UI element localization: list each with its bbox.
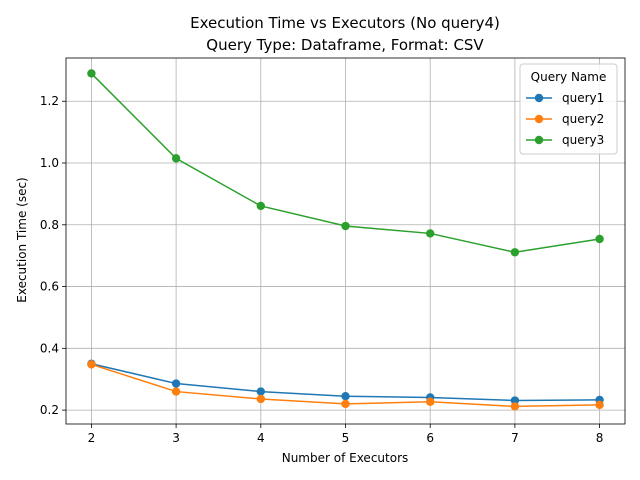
legend-swatch-marker — [534, 114, 544, 124]
x-tick-label: 4 — [257, 431, 265, 445]
axes — [62, 57, 626, 428]
data-point-query3 — [595, 234, 604, 244]
data-point-query3 — [341, 221, 350, 231]
legend-label: query1 — [562, 91, 604, 105]
data-point-query2 — [425, 397, 435, 406]
x-tick-label: 7 — [511, 431, 519, 445]
y-tick-label: 0.6 — [40, 280, 59, 294]
data-point-query3 — [510, 248, 520, 257]
data-point-query3 — [171, 154, 181, 163]
legend-box — [519, 63, 618, 155]
data-point-query2 — [171, 387, 181, 396]
data-point-query1 — [341, 392, 350, 401]
data-point-query2 — [510, 402, 520, 411]
chart-title: Execution Time vs Executors (No query4) — [190, 14, 500, 32]
tick-labels: 2 3 4 5 6 7 8 0.2 0.4 0.6 0.8 1.0 1.2 — [40, 94, 604, 445]
data-point-query2 — [341, 399, 350, 409]
y-tick-label: 0.2 — [40, 403, 59, 417]
data-point-query3 — [425, 229, 435, 238]
y-tick-label: 0.4 — [40, 341, 59, 355]
legend-label: query3 — [562, 133, 604, 147]
y-tick-label: 0.8 — [40, 218, 59, 232]
x-axis-label: Number of Executors — [282, 451, 409, 465]
plot-frame — [65, 57, 626, 425]
data-point-query3 — [256, 201, 266, 211]
chart-subtitle: Query Type: Dataframe, Format: CSV — [206, 36, 484, 54]
data-point-query3 — [87, 69, 96, 78]
series-lines — [87, 69, 604, 411]
x-tick-label: 3 — [172, 431, 180, 445]
data-point-query1 — [256, 387, 266, 396]
data-point-query2 — [87, 360, 96, 369]
y-tick-label: 1.0 — [40, 156, 59, 170]
legend-swatch-marker — [534, 135, 544, 145]
legend-swatch-marker — [534, 93, 544, 103]
data-point-query1 — [510, 396, 520, 405]
data-point-query2 — [595, 400, 604, 410]
legend-title: Query Name — [531, 70, 607, 84]
x-tick-label: 6 — [426, 431, 434, 445]
legend-label: query2 — [562, 112, 604, 126]
x-tick-label: 8 — [596, 431, 604, 445]
legend: Query Name query1 query2 query3 — [519, 63, 618, 155]
y-axis-label: Execution Time (sec) — [15, 177, 29, 302]
data-point-query1 — [171, 379, 181, 388]
y-tick-label: 1.2 — [40, 94, 59, 108]
legend-items: query1 query2 query3 — [526, 91, 604, 147]
x-tick-label: 2 — [88, 431, 96, 445]
data-point-query2 — [256, 394, 266, 404]
x-tick-label: 5 — [342, 431, 350, 445]
